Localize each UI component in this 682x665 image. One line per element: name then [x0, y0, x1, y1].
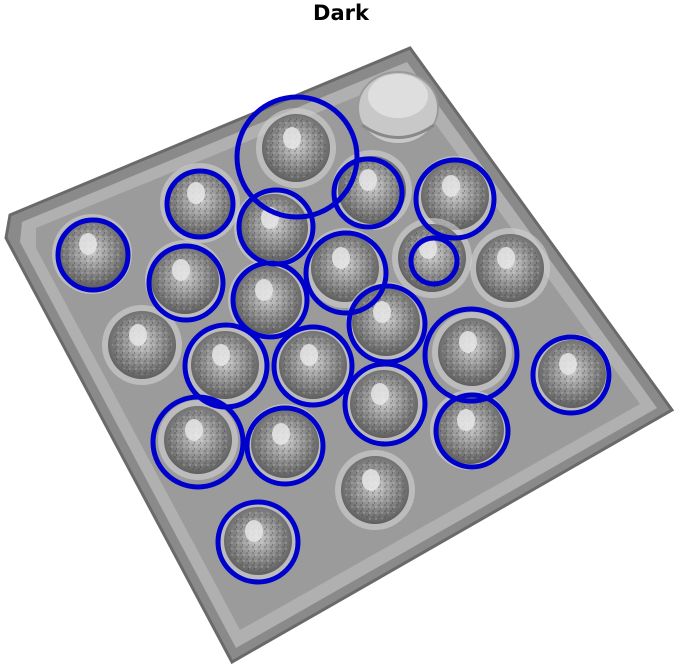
well — [430, 390, 510, 470]
detection-circle — [146, 243, 226, 323]
well — [415, 156, 495, 236]
well — [160, 163, 240, 243]
well — [532, 334, 612, 414]
detection-circle — [55, 217, 131, 293]
well — [470, 228, 550, 308]
detection-circle — [331, 156, 405, 230]
well — [52, 214, 132, 294]
well — [102, 305, 182, 385]
well — [145, 240, 225, 320]
well — [234, 188, 314, 268]
well — [228, 260, 308, 340]
well — [245, 404, 325, 484]
vial-cap — [357, 71, 439, 145]
detection-circle — [244, 405, 326, 487]
well — [432, 312, 512, 392]
well — [256, 108, 336, 188]
wells-layer — [52, 108, 612, 581]
well — [344, 364, 424, 444]
detection-circle — [271, 324, 355, 408]
detection-circle — [215, 499, 301, 585]
well — [158, 400, 238, 480]
well — [273, 325, 353, 405]
detection-circle — [234, 94, 360, 220]
detection-circle — [342, 361, 428, 447]
detection-circle — [230, 260, 310, 340]
detection-circle — [408, 235, 460, 287]
well — [218, 501, 298, 581]
detection-circle — [413, 157, 497, 241]
detection-circle — [433, 392, 511, 470]
detection-circle — [164, 168, 236, 240]
detection-circle — [530, 334, 612, 416]
detection-circle — [422, 306, 520, 404]
well — [335, 450, 415, 530]
detection-circle — [150, 394, 246, 490]
detection-circles-layer — [55, 94, 612, 585]
figure-title: Dark — [313, 1, 369, 25]
detection-circle — [303, 230, 389, 316]
well — [185, 325, 265, 405]
